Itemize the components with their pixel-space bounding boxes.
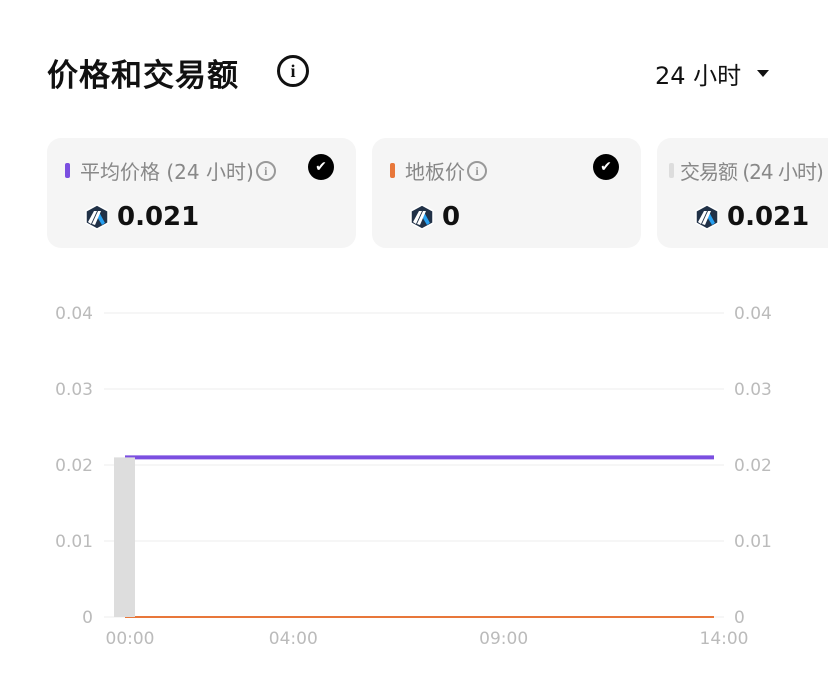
x-tick-label: 04:00 (269, 629, 318, 649)
metric-card[interactable]: 交易额 (24 小时) 0.021 (657, 138, 828, 248)
y-tick-label-right: 0.01 (734, 532, 772, 552)
y-tick-label-right: 0.02 (734, 456, 772, 476)
legend-color-swatch (669, 163, 674, 178)
metric-label: 平均价格 (24 小时) (80, 160, 254, 184)
x-tick-label: 14:00 (700, 629, 749, 649)
metric-card[interactable]: 平均价格 (24 小时) i ✔ 0.021 (47, 138, 356, 248)
price-volume-chart: 0 0 0.01 0.01 0.02 0.02 0.03 0.03 0.04 0.04 00:00 0… (55, 304, 772, 649)
metric-label: 地板价 (405, 160, 465, 184)
y-tick-label-left: 0 (82, 608, 93, 628)
y-tick-label-right: 0.03 (734, 380, 772, 400)
x-tick-label: 00:00 (106, 629, 155, 649)
volume-bar (114, 457, 135, 617)
y-tick-label-left: 0.03 (55, 380, 93, 400)
legend-color-swatch (65, 163, 70, 178)
info-icon[interactable]: i (277, 55, 309, 87)
check-icon[interactable]: ✔ (308, 154, 334, 180)
legend-color-swatch (390, 163, 395, 178)
metric-value: 0 (442, 202, 461, 232)
check-icon[interactable]: ✔ (593, 154, 619, 180)
y-tick-label-right: 0.04 (734, 304, 772, 324)
y-tick-label-left: 0.02 (55, 456, 93, 476)
y-tick-label-right: 0 (734, 608, 745, 628)
metric-value: 0.021 (727, 202, 810, 232)
time-range-value: 24 小时 (655, 62, 742, 90)
info-icon[interactable]: i (467, 160, 487, 181)
arbitrum-logo-icon (695, 204, 719, 230)
metric-value: 0.021 (117, 202, 200, 232)
x-tick-label: 09:00 (479, 629, 528, 649)
y-tick-label-left: 0.01 (55, 532, 93, 552)
metric-label: 交易额 (24 小时) (680, 160, 824, 184)
arbitrum-logo-icon (410, 204, 434, 230)
info-icon[interactable]: i (255, 160, 276, 181)
caret-down-icon (757, 70, 770, 77)
arbitrum-logo-icon (85, 204, 109, 230)
page-title: 价格和交易额 (47, 58, 239, 94)
metric-card[interactable]: 地板价 i ✔ 0 (372, 138, 641, 248)
y-tick-label-left: 0.04 (55, 304, 93, 324)
time-range-dropdown[interactable]: 24 小时 (655, 56, 770, 91)
